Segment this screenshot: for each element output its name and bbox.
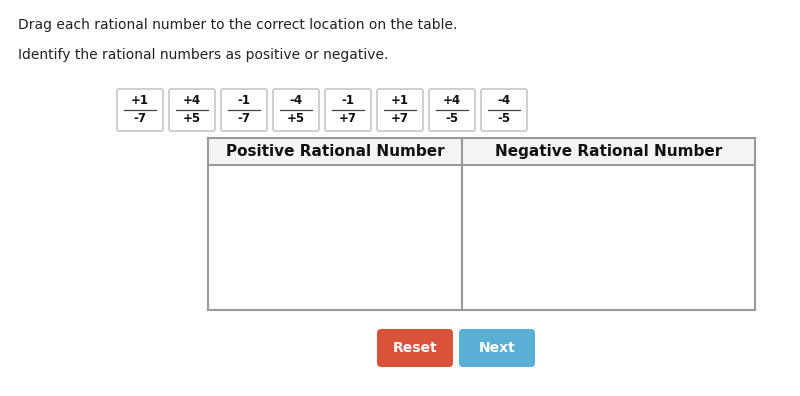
- Text: +7: +7: [339, 112, 357, 126]
- Text: Identify the rational numbers as positive or negative.: Identify the rational numbers as positiv…: [18, 48, 388, 62]
- Text: Negative Rational Number: Negative Rational Number: [495, 144, 722, 159]
- Text: +1: +1: [131, 95, 149, 107]
- Text: +5: +5: [287, 112, 305, 126]
- Text: +1: +1: [391, 95, 409, 107]
- Bar: [208, 138, 755, 310]
- FancyBboxPatch shape: [325, 89, 371, 131]
- Text: +4: +4: [443, 95, 461, 107]
- FancyBboxPatch shape: [377, 329, 453, 367]
- Text: -7: -7: [238, 112, 250, 126]
- Text: -1: -1: [238, 95, 250, 107]
- Text: -1: -1: [342, 95, 354, 107]
- Bar: [208, 138, 755, 165]
- Text: Reset: Reset: [393, 341, 438, 355]
- FancyBboxPatch shape: [481, 89, 527, 131]
- Text: -4: -4: [498, 95, 510, 107]
- FancyBboxPatch shape: [459, 329, 535, 367]
- Text: -4: -4: [290, 95, 302, 107]
- FancyBboxPatch shape: [169, 89, 215, 131]
- Text: -7: -7: [134, 112, 146, 126]
- FancyBboxPatch shape: [117, 89, 163, 131]
- Text: -5: -5: [498, 112, 510, 126]
- Text: Drag each rational number to the correct location on the table.: Drag each rational number to the correct…: [18, 18, 458, 32]
- Text: +5: +5: [183, 112, 201, 126]
- FancyBboxPatch shape: [273, 89, 319, 131]
- FancyBboxPatch shape: [429, 89, 475, 131]
- Text: Positive Rational Number: Positive Rational Number: [226, 144, 444, 159]
- Text: +7: +7: [391, 112, 409, 126]
- Text: Next: Next: [478, 341, 515, 355]
- FancyBboxPatch shape: [221, 89, 267, 131]
- Text: +4: +4: [183, 95, 201, 107]
- FancyBboxPatch shape: [377, 89, 423, 131]
- Text: -5: -5: [446, 112, 458, 126]
